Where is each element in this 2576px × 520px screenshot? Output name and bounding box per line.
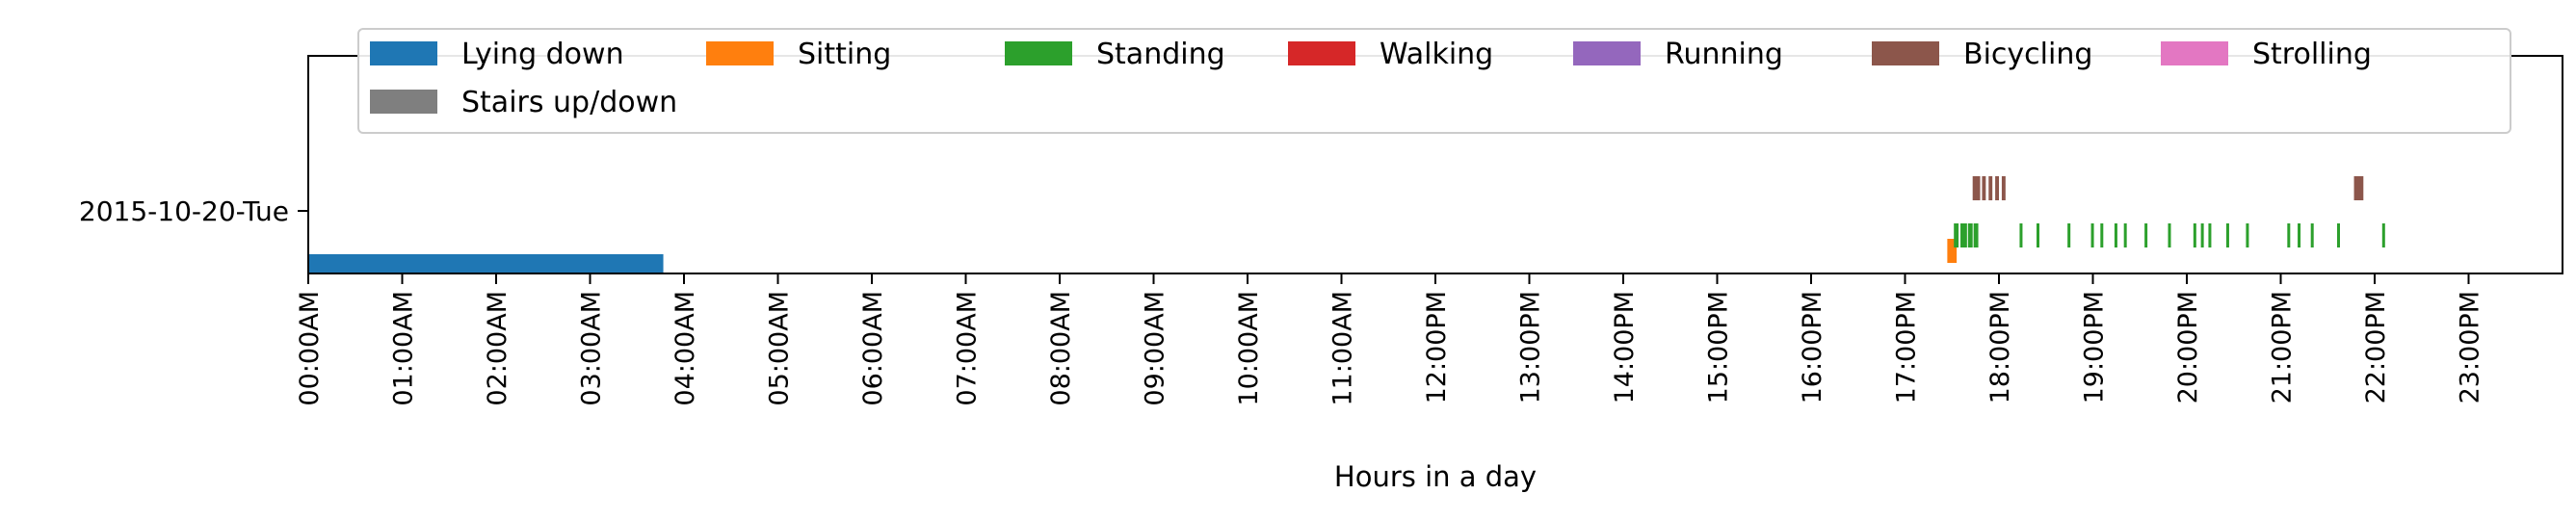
legend-swatch [1005,41,1072,65]
bar-standing-17 [2246,223,2249,247]
bar-bicycling-4 [2001,176,2006,200]
bar-lying-down-0 [308,254,664,273]
x-tick-label: 01:00AM [389,291,419,406]
x-tick-label: 06:00AM [858,291,888,406]
y-axis-ticks: 2015-10-20-Tue [79,195,308,227]
bar-bicycling-2 [1988,176,1993,200]
legend-swatch [1288,41,1355,65]
bar-standing-21 [2337,223,2340,247]
bar-standing-15 [2208,223,2212,247]
legend-label: Lying down [461,38,624,71]
legend-label: Standing [1096,38,1225,71]
bar-standing-16 [2225,223,2229,247]
bar-standing-1 [1960,223,1967,247]
x-tick-label: 13:00PM [1516,291,1546,403]
bar-standing-0 [1954,223,1959,247]
legend-swatch [1573,41,1641,65]
legend-swatch [370,90,437,114]
bar-bicycling-1 [1982,176,1986,200]
legend-label: Stairs up/down [461,86,677,119]
bar-bicycling-0 [1972,176,1981,200]
activity-bars [308,176,2385,273]
x-tick-label: 00:00AM [295,291,325,406]
bar-sitting-0 [1947,239,1958,263]
x-tick-label: 10:00AM [1234,291,1264,406]
bar-standing-10 [2123,223,2127,247]
legend-swatch [1872,41,1939,65]
bar-standing-7 [2090,223,2094,247]
x-tick-label: 17:00PM [1892,291,1922,403]
x-tick-label: 21:00PM [2268,291,2298,403]
bar-standing-9 [2114,223,2117,247]
legend-label: Strolling [2252,38,2372,71]
legend-box [357,28,2511,134]
x-tick-label: 07:00AM [953,291,983,406]
bar-bicycling-5 [2353,176,2364,200]
bar-standing-18 [2287,223,2291,247]
x-tick-label: 22:00PM [2361,291,2391,403]
x-tick-label: 20:00PM [2173,291,2203,403]
bar-standing-2 [1967,223,1973,247]
x-tick-label: 04:00AM [670,291,700,406]
x-tick-label: 11:00AM [1328,291,1358,406]
x-tick-label: 02:00AM [483,291,513,406]
legend-label: Walking [1380,38,1493,71]
bar-standing-4 [2019,223,2023,247]
legend: Lying down Sitting Standing Walking Running B… [357,28,2511,134]
bar-standing-3 [1973,223,1979,247]
x-tick-label: 08:00AM [1046,291,1076,406]
x-tick-label: 03:00AM [577,291,607,406]
bar-standing-19 [2298,223,2301,247]
bar-standing-11 [2144,223,2148,247]
bar-standing-22 [2381,223,2385,247]
x-tick-label: 09:00AM [1141,291,1170,406]
legend-swatch [706,41,774,65]
bar-standing-6 [2067,223,2071,247]
x-tick-label: 19:00PM [2080,291,2110,403]
bar-standing-12 [2168,223,2171,247]
legend-label: Bicycling [1963,38,2092,71]
x-axis-label: Hours in a day [1334,460,1537,493]
x-tick-label: 14:00PM [1610,291,1640,403]
bar-standing-20 [2310,223,2314,247]
x-tick-label: 23:00PM [2456,291,2485,403]
x-tick-label: 12:00PM [1422,291,1452,403]
legend-swatch [2161,41,2228,65]
legend-swatch [370,41,437,65]
bar-standing-14 [2200,223,2204,247]
bar-standing-5 [2037,223,2039,247]
legend-label: Running [1665,38,1783,71]
x-tick-label: 05:00AM [765,291,795,406]
legend-label: Sitting [798,38,891,71]
bar-standing-8 [2100,223,2104,247]
x-tick-label: 16:00PM [1798,291,1827,403]
y-tick-label: 2015-10-20-Tue [79,195,289,227]
x-tick-label: 15:00PM [1704,291,1734,403]
x-axis-ticks: 00:00AM 01:00AM 02:00AM 03:00AM 04:00AM 05:00… [295,273,2485,406]
x-tick-label: 18:00PM [1985,291,2015,403]
bar-bicycling-3 [1995,176,1999,200]
bar-standing-13 [2193,223,2196,247]
